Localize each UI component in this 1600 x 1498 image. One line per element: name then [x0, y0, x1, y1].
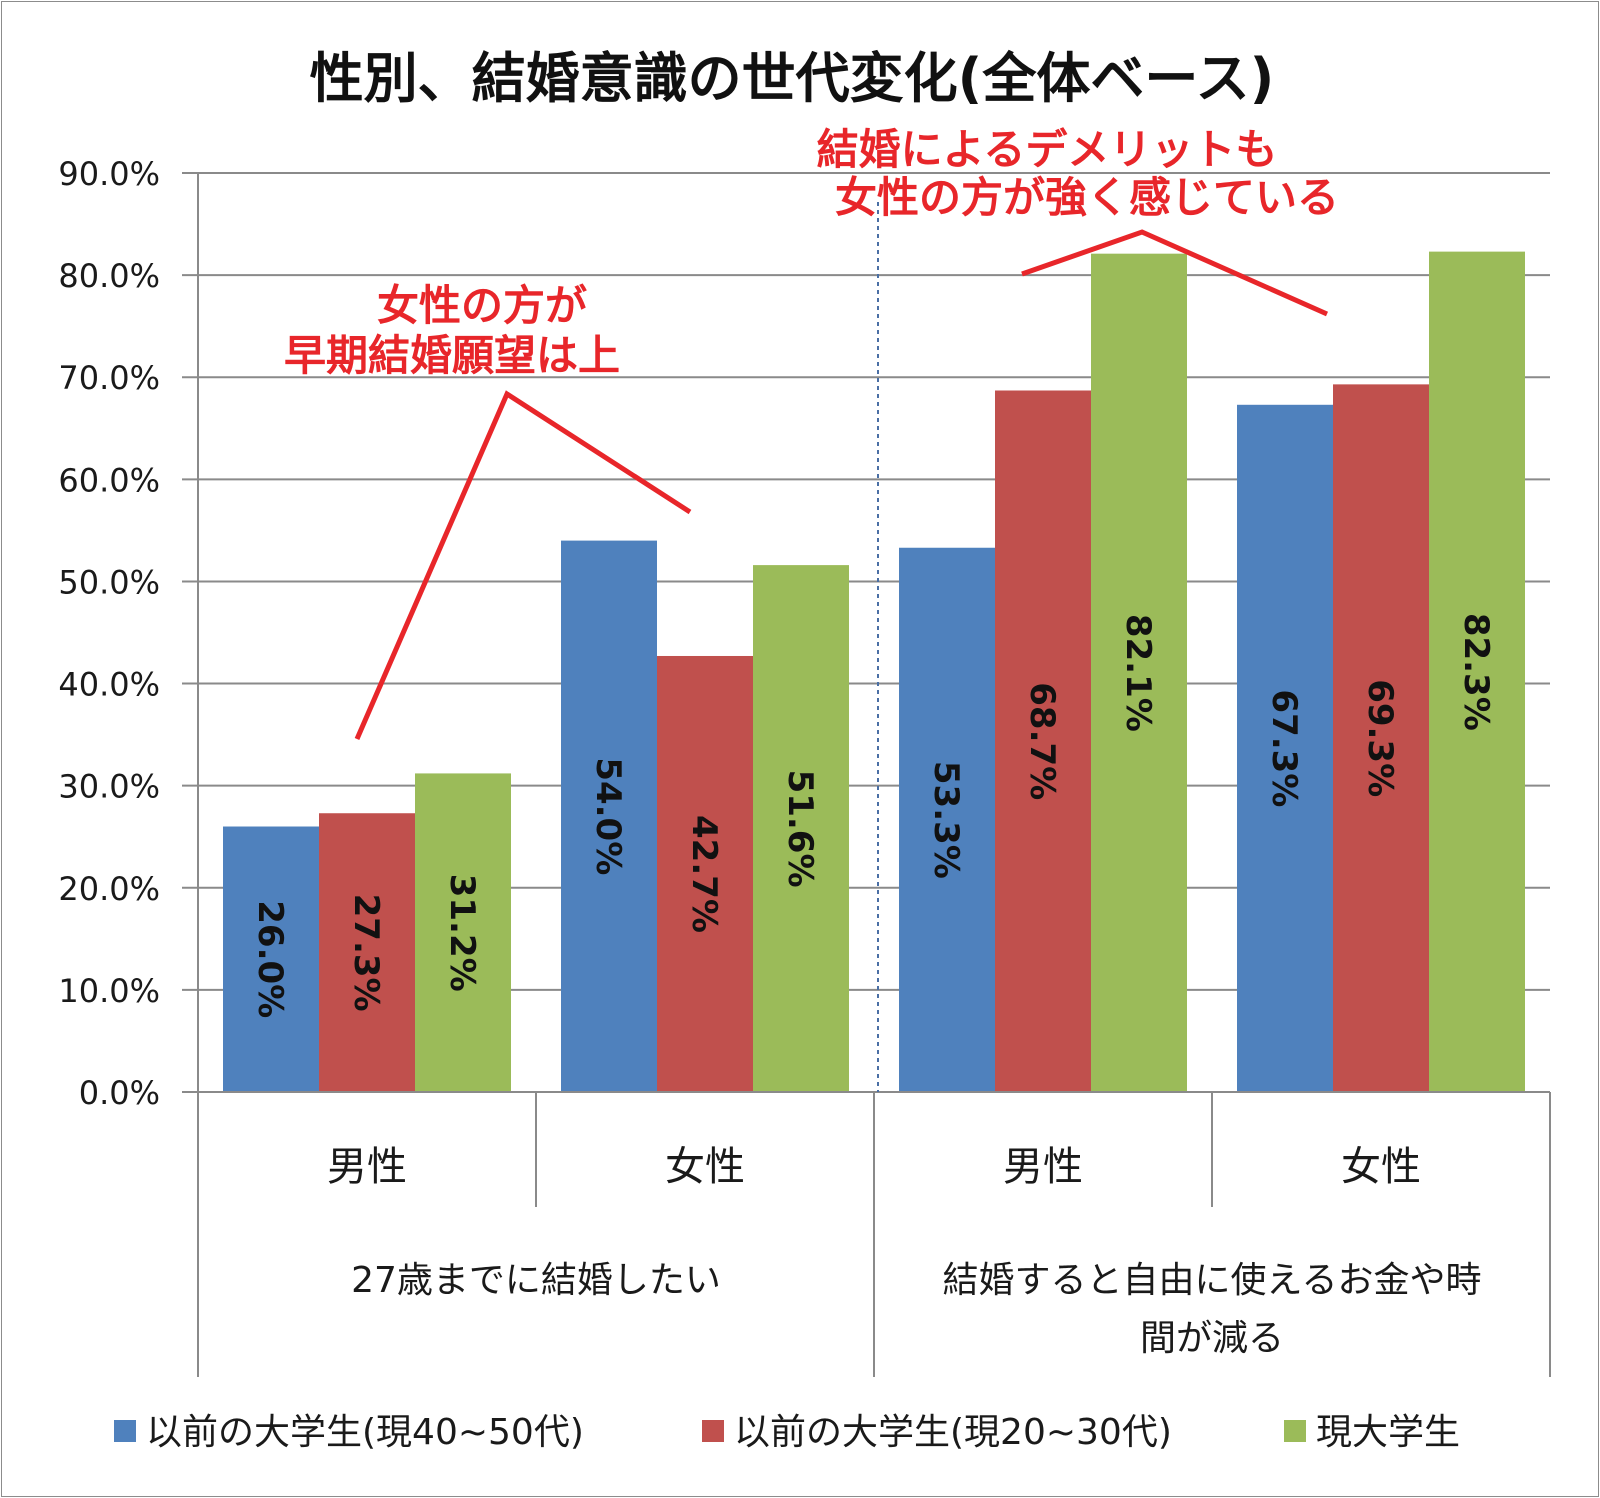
- data-label: 27.3%: [346, 894, 386, 1012]
- data-label: 82.3%: [1456, 613, 1496, 731]
- bar: [561, 540, 657, 1092]
- group-label: 結婚すると自由に使えるお金や時: [943, 1260, 1482, 1301]
- data-labels: 26.0% 27.3% 31.2% 54.0% 42.7% 51.6% 53.3% 68.7%…: [250, 613, 1496, 1018]
- data-label: 68.7%: [1022, 682, 1062, 800]
- y-tick-label: 40.0%: [58, 666, 160, 704]
- bar: [223, 826, 319, 1092]
- y-tick-label: 60.0%: [58, 461, 160, 499]
- bar: [1429, 251, 1525, 1092]
- y-tick-label: 20.0%: [58, 870, 160, 908]
- legend-swatch: [702, 1420, 724, 1442]
- y-tick-label: 50.0%: [58, 563, 160, 601]
- data-label: 53.3%: [926, 761, 966, 879]
- y-tick-label: 70.0%: [58, 359, 160, 397]
- legend-label: 以前の大学生(現40~50代): [146, 1412, 584, 1453]
- data-label: 42.7%: [684, 815, 724, 933]
- data-label: 67.3%: [1264, 689, 1304, 807]
- bar: [899, 547, 995, 1092]
- category-label: 男性: [1003, 1144, 1083, 1190]
- annotation-pointer: [1021, 229, 1329, 317]
- legend-label: 現大学生: [1316, 1412, 1460, 1453]
- bars: [223, 251, 1525, 1092]
- data-label: 69.3%: [1360, 679, 1400, 797]
- chart-title: 性別、結婚意識の世代変化(全体ベース): [310, 47, 1275, 110]
- x-axis: [197, 173, 1551, 1377]
- annotation-pointer: [354, 390, 692, 740]
- category-label: 女性: [1341, 1144, 1421, 1190]
- bar: [1237, 404, 1333, 1092]
- bar: [657, 655, 753, 1092]
- data-label: 54.0%: [588, 757, 628, 875]
- bar: [753, 565, 849, 1092]
- legend-label: 以前の大学生(現20~30代): [734, 1412, 1172, 1453]
- bar: [1333, 384, 1429, 1092]
- bar: [995, 390, 1091, 1092]
- legend: 以前の大学生(現40~50代) 以前の大学生(現20~30代) 現大学生: [114, 1412, 1460, 1453]
- bar: [319, 813, 415, 1092]
- y-tick-label: 80.0%: [58, 257, 160, 295]
- legend-swatch: [1284, 1420, 1306, 1442]
- data-label: 51.6%: [780, 770, 820, 888]
- group-label: 27歳までに結婚したい: [351, 1260, 721, 1301]
- y-tick-label: 0.0%: [79, 1074, 160, 1112]
- category-label: 女性: [665, 1144, 745, 1190]
- data-label: 26.0%: [250, 900, 290, 1018]
- annotation-text: 女性の方が強く感じている: [835, 173, 1339, 222]
- data-label: 82.1%: [1118, 614, 1158, 732]
- y-tick-label: 30.0%: [58, 768, 160, 806]
- legend-swatch: [114, 1420, 136, 1442]
- annotation-text: 結婚によるデメリットも: [817, 125, 1278, 174]
- bar: [415, 773, 511, 1092]
- data-label: 31.2%: [442, 874, 482, 992]
- bar: [1091, 253, 1187, 1092]
- y-tick-label: 90.0%: [58, 155, 160, 193]
- y-axis-ticks: 0.0% 10.0% 20.0% 30.0% 40.0% 50.0% 60.0% 70.0% 8…: [58, 155, 160, 1112]
- annotation-text: 女性の方が: [377, 281, 587, 330]
- group-label: 間が減る: [1140, 1318, 1284, 1359]
- annotation-text: 早期結婚願望は上: [284, 331, 620, 380]
- category-label: 男性: [327, 1144, 407, 1190]
- y-tick-label: 10.0%: [58, 972, 160, 1010]
